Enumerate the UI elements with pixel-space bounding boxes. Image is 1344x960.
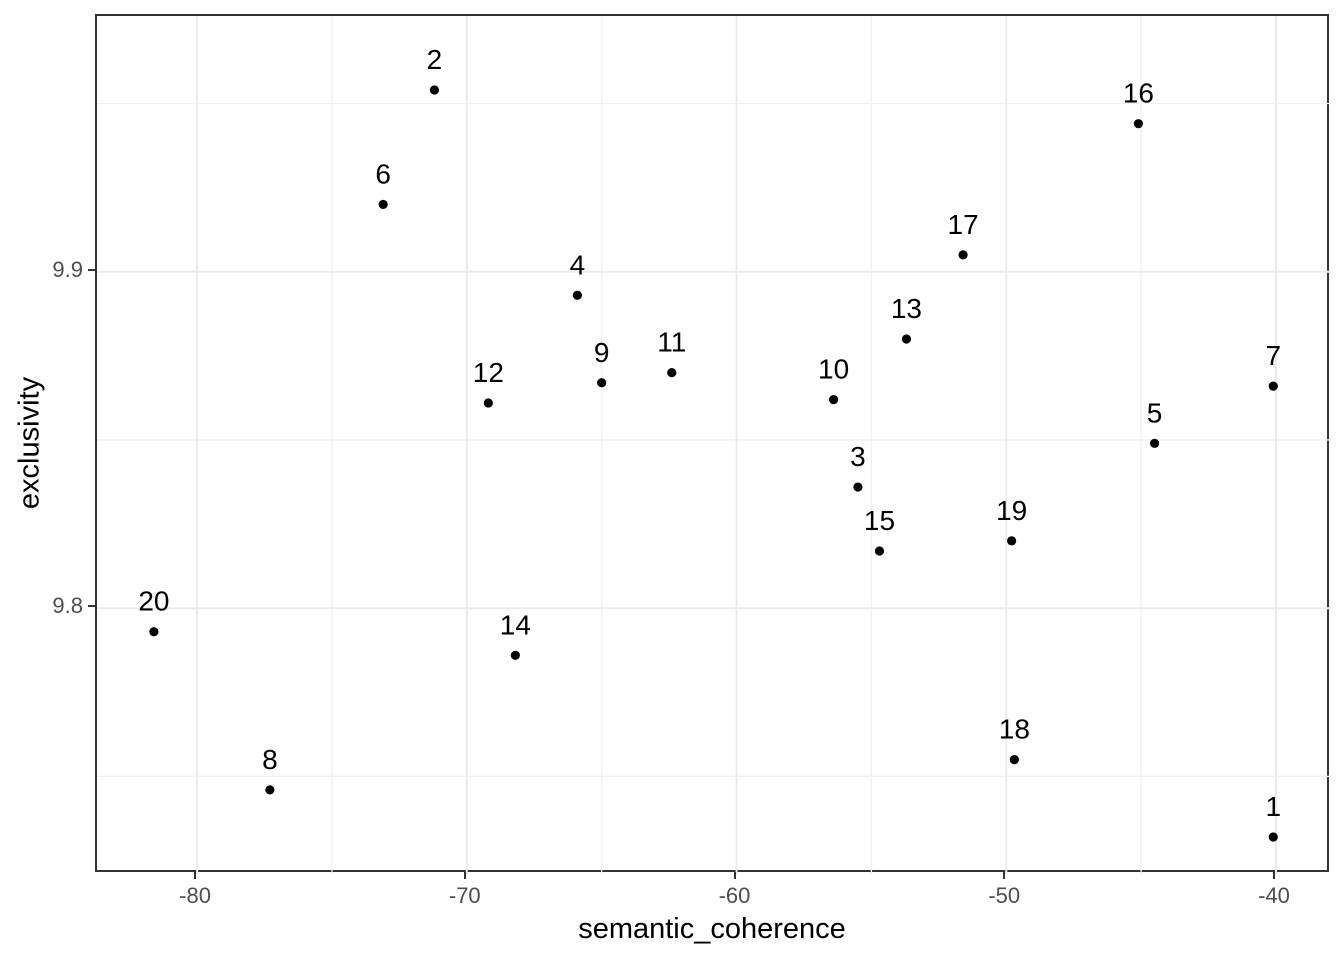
y-axis-tick <box>88 268 95 271</box>
data-point-label: 2 <box>427 44 443 75</box>
data-point-label: 8 <box>262 744 278 775</box>
data-point-label: 19 <box>996 495 1027 526</box>
x-axis-tick <box>733 872 736 879</box>
data-point <box>1268 832 1278 842</box>
data-point <box>874 546 885 556</box>
data-point <box>667 368 677 378</box>
data-point-label: 18 <box>999 714 1030 745</box>
x-axis-tick-label: -70 <box>448 883 481 908</box>
data-point <box>265 785 275 795</box>
data-point <box>1133 119 1144 129</box>
data-point-label: 20 <box>138 586 169 617</box>
data-point-label: 3 <box>850 441 866 472</box>
data-point <box>1268 381 1278 391</box>
x-axis-tick-label: -60 <box>718 883 751 908</box>
x-axis-tick-label: -40 <box>1258 883 1290 908</box>
data-point-label: 5 <box>1147 397 1163 428</box>
data-point-label: 1 <box>1265 791 1281 822</box>
y-axis-title: exclusivity <box>13 376 46 510</box>
data-point <box>853 482 863 492</box>
x-axis-tick <box>1272 872 1275 879</box>
y-axis-tick-label: 9.8 <box>52 593 83 619</box>
x-axis-tick <box>1003 872 1006 879</box>
x-axis-tick-label: -50 <box>988 883 1021 908</box>
data-point <box>378 199 388 210</box>
x-axis-title: semantic_coherence <box>578 913 846 945</box>
data-point-label: 4 <box>570 249 586 280</box>
plot-panel: 1 2 3 4 5 6 7 8 9 10 11 12 13 14 15 16 17 18 19 20 <box>95 14 1331 874</box>
data-point-label: 17 <box>948 209 979 240</box>
data-point <box>1149 438 1160 448</box>
data-point <box>510 650 520 660</box>
data-point-label: 6 <box>375 158 391 189</box>
x-axis-tick <box>463 872 466 879</box>
x-axis-tick <box>194 872 197 879</box>
data-point-label: 11 <box>657 327 686 358</box>
data-point-label: 15 <box>864 505 895 536</box>
data-point <box>149 627 159 637</box>
data-point <box>829 394 839 405</box>
data-point-label: 14 <box>500 609 531 640</box>
data-point <box>958 250 968 260</box>
data-point <box>1009 755 1019 765</box>
data-point-label: 12 <box>473 357 504 388</box>
y-axis-tick-label: 9.9 <box>52 256 83 282</box>
data-point <box>483 398 493 408</box>
data-point-label: 7 <box>1265 340 1281 371</box>
data-point <box>572 290 582 300</box>
data-point-label: 16 <box>1123 78 1154 109</box>
data-point <box>1007 536 1017 546</box>
x-axis-tick-label: -80 <box>179 883 211 908</box>
data-point <box>901 334 912 344</box>
y-axis-tick <box>88 605 95 608</box>
data-point-label: 10 <box>818 354 849 385</box>
data-point <box>429 85 440 95</box>
data-point-label: 13 <box>891 293 922 324</box>
data-point-label: 9 <box>594 337 610 368</box>
data-point <box>597 378 607 388</box>
